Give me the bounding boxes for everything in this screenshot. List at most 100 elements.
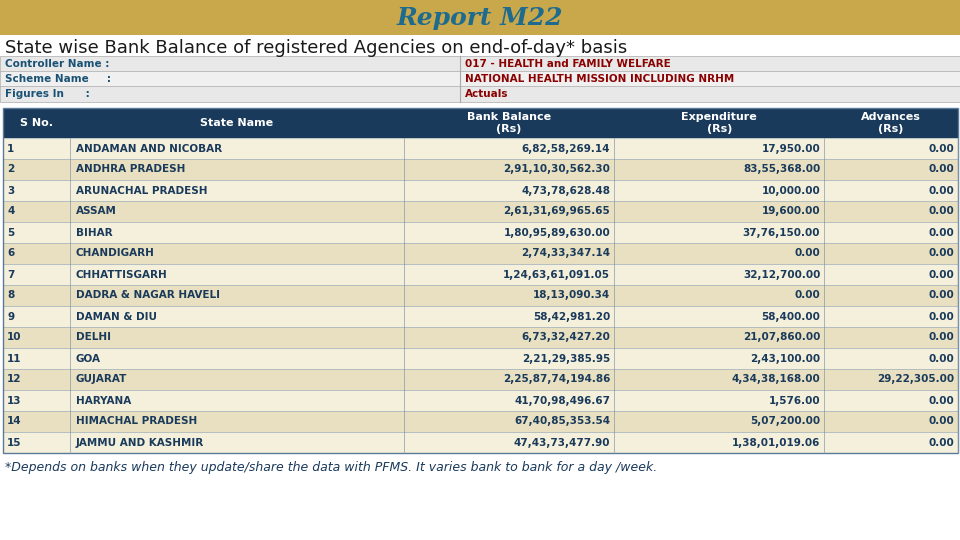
Text: 29,22,305.00: 29,22,305.00: [876, 375, 954, 384]
Text: 4,73,78,628.48: 4,73,78,628.48: [521, 186, 611, 195]
FancyBboxPatch shape: [3, 159, 958, 180]
Text: 0.00: 0.00: [928, 206, 954, 217]
Text: 2,25,87,74,194.86: 2,25,87,74,194.86: [503, 375, 611, 384]
Text: 017 - HEALTH and FAMILY WELFARE: 017 - HEALTH and FAMILY WELFARE: [465, 59, 671, 69]
Text: 4: 4: [7, 206, 14, 217]
Text: 12: 12: [7, 375, 21, 384]
Text: 0.00: 0.00: [928, 144, 954, 153]
Text: 0.00: 0.00: [928, 165, 954, 174]
Text: 4,34,38,168.00: 4,34,38,168.00: [732, 375, 820, 384]
Text: 2,43,100.00: 2,43,100.00: [750, 354, 820, 363]
Text: 17,950.00: 17,950.00: [761, 144, 820, 153]
FancyBboxPatch shape: [0, 56, 960, 72]
Text: 15: 15: [7, 437, 21, 448]
Text: GOA: GOA: [76, 354, 101, 363]
Text: 37,76,150.00: 37,76,150.00: [743, 227, 820, 238]
Text: 18,13,090.34: 18,13,090.34: [533, 291, 611, 300]
Text: 2: 2: [7, 165, 14, 174]
Text: DAMAN & DIU: DAMAN & DIU: [76, 312, 156, 321]
Text: Controller Name :: Controller Name :: [5, 59, 109, 69]
Text: 14: 14: [7, 416, 22, 427]
Text: ASSAM: ASSAM: [76, 206, 117, 217]
Text: 7: 7: [7, 269, 14, 280]
Text: 1,24,63,61,091.05: 1,24,63,61,091.05: [503, 269, 611, 280]
Text: 47,43,73,477.90: 47,43,73,477.90: [514, 437, 611, 448]
Text: ARUNACHAL PRADESH: ARUNACHAL PRADESH: [76, 186, 207, 195]
Text: 1,576.00: 1,576.00: [769, 395, 820, 406]
Text: 10,000.00: 10,000.00: [761, 186, 820, 195]
Text: Bank Balance
(Rs): Bank Balance (Rs): [468, 112, 551, 134]
FancyBboxPatch shape: [3, 432, 958, 453]
FancyBboxPatch shape: [3, 369, 958, 390]
Text: HIMACHAL PRADESH: HIMACHAL PRADESH: [76, 416, 197, 427]
FancyBboxPatch shape: [3, 222, 958, 243]
Text: 83,55,368.00: 83,55,368.00: [743, 165, 820, 174]
Text: NATIONAL HEALTH MISSION INCLUDING NRHM: NATIONAL HEALTH MISSION INCLUDING NRHM: [465, 74, 734, 84]
Text: 58,42,981.20: 58,42,981.20: [533, 312, 611, 321]
Text: 9: 9: [7, 312, 14, 321]
Text: *Depends on banks when they update/share the data with PFMS. It varies bank to b: *Depends on banks when they update/share…: [5, 462, 658, 475]
FancyBboxPatch shape: [3, 306, 958, 327]
FancyBboxPatch shape: [3, 201, 958, 222]
Text: 0.00: 0.00: [928, 333, 954, 342]
FancyBboxPatch shape: [3, 180, 958, 201]
Text: 0.00: 0.00: [928, 248, 954, 259]
Text: 1,80,95,89,630.00: 1,80,95,89,630.00: [503, 227, 611, 238]
Text: 8: 8: [7, 291, 14, 300]
Text: BIHAR: BIHAR: [76, 227, 112, 238]
Text: Report M22: Report M22: [396, 6, 564, 30]
FancyBboxPatch shape: [3, 243, 958, 264]
FancyBboxPatch shape: [3, 411, 958, 432]
Text: DADRA & NAGAR HAVELI: DADRA & NAGAR HAVELI: [76, 291, 220, 300]
Text: 11: 11: [7, 354, 21, 363]
Text: 0.00: 0.00: [928, 395, 954, 406]
Text: 6,82,58,269.14: 6,82,58,269.14: [521, 144, 611, 153]
Text: ANDAMAN AND NICOBAR: ANDAMAN AND NICOBAR: [76, 144, 222, 153]
Text: JAMMU AND KASHMIR: JAMMU AND KASHMIR: [76, 437, 204, 448]
Text: 2,21,29,385.95: 2,21,29,385.95: [522, 354, 611, 363]
Text: 5: 5: [7, 227, 14, 238]
Text: 0.00: 0.00: [928, 354, 954, 363]
FancyBboxPatch shape: [3, 108, 958, 138]
Text: 2,74,33,347.14: 2,74,33,347.14: [521, 248, 611, 259]
Text: 0.00: 0.00: [928, 227, 954, 238]
Text: S No.: S No.: [20, 118, 53, 128]
Text: 67,40,85,353.54: 67,40,85,353.54: [514, 416, 611, 427]
FancyBboxPatch shape: [3, 285, 958, 306]
Text: Expenditure
(Rs): Expenditure (Rs): [682, 112, 757, 134]
Text: 0.00: 0.00: [795, 291, 820, 300]
FancyBboxPatch shape: [3, 264, 958, 285]
Text: CHANDIGARH: CHANDIGARH: [76, 248, 155, 259]
Text: 5,07,200.00: 5,07,200.00: [750, 416, 820, 427]
FancyBboxPatch shape: [0, 71, 960, 87]
Text: Scheme Name     :: Scheme Name :: [5, 74, 111, 84]
Text: 0.00: 0.00: [928, 291, 954, 300]
FancyBboxPatch shape: [3, 390, 958, 411]
Text: 2,61,31,69,965.65: 2,61,31,69,965.65: [503, 206, 611, 217]
Text: 41,70,98,496.67: 41,70,98,496.67: [515, 395, 611, 406]
Text: State Name: State Name: [201, 118, 274, 128]
Text: 2,91,10,30,562.30: 2,91,10,30,562.30: [503, 165, 611, 174]
Text: 6,73,32,427.20: 6,73,32,427.20: [521, 333, 611, 342]
Text: Advances
(Rs): Advances (Rs): [861, 112, 921, 134]
Text: 32,12,700.00: 32,12,700.00: [743, 269, 820, 280]
Text: 0.00: 0.00: [795, 248, 820, 259]
Text: 19,600.00: 19,600.00: [761, 206, 820, 217]
Text: Figures In      :: Figures In :: [5, 89, 89, 99]
Text: HARYANA: HARYANA: [76, 395, 132, 406]
Text: 58,400.00: 58,400.00: [761, 312, 820, 321]
Text: 6: 6: [7, 248, 14, 259]
Text: 3: 3: [7, 186, 14, 195]
Text: 10: 10: [7, 333, 21, 342]
Text: DELHI: DELHI: [76, 333, 110, 342]
FancyBboxPatch shape: [3, 138, 958, 159]
FancyBboxPatch shape: [3, 327, 958, 348]
Text: 21,07,860.00: 21,07,860.00: [743, 333, 820, 342]
Text: 0.00: 0.00: [928, 186, 954, 195]
Text: 0.00: 0.00: [928, 437, 954, 448]
FancyBboxPatch shape: [0, 0, 960, 35]
Text: Actuals: Actuals: [465, 89, 509, 99]
Text: ANDHRA PRADESH: ANDHRA PRADESH: [76, 165, 185, 174]
FancyBboxPatch shape: [0, 86, 960, 102]
Text: CHHATTISGARH: CHHATTISGARH: [76, 269, 168, 280]
